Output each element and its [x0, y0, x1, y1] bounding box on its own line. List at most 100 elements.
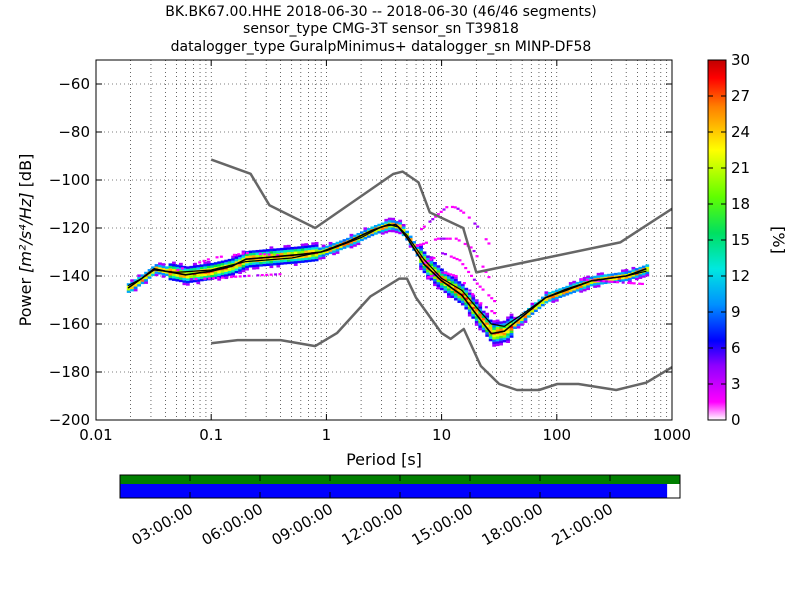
colorbar-tick-label: 3 [731, 375, 741, 393]
psd-cell [318, 254, 322, 258]
psd-cell [220, 262, 225, 266]
psd-cell [384, 226, 389, 229]
psd-cell [227, 270, 232, 274]
psd-cell [453, 293, 458, 296]
psd-cell [499, 321, 503, 324]
psd-cell [276, 248, 281, 251]
psd-cell [293, 263, 298, 266]
x-tick-label: 0.01 [79, 426, 112, 444]
psd-cell [144, 276, 148, 280]
psd-cell [627, 281, 631, 285]
psd-cell [506, 318, 510, 322]
psd-cell [450, 205, 454, 209]
psd-cell [464, 297, 469, 300]
psd-cell [607, 276, 611, 279]
psd-cell [272, 248, 277, 251]
psd-cell [534, 307, 538, 310]
psd-cell [224, 262, 229, 265]
psd-cell [614, 272, 618, 276]
psd-cell [241, 264, 246, 268]
psd-cell [540, 303, 545, 307]
psd-cell [561, 291, 566, 295]
psd-cell [304, 245, 309, 249]
psd-cell [474, 316, 479, 319]
psd-cell [290, 258, 295, 262]
psd-cell [433, 261, 437, 265]
psd-cell [580, 278, 584, 281]
psd-cell [419, 255, 423, 259]
psd-cell [182, 265, 187, 269]
psd-cell [617, 274, 622, 278]
y-tick-label: −60 [58, 75, 90, 93]
psd-cell [154, 271, 159, 274]
psd-cell [440, 287, 444, 291]
time-tick-label: 06:00:00 [199, 500, 266, 549]
psd-cell [458, 259, 462, 262]
psd-cell [238, 266, 242, 270]
psd-cell [502, 335, 507, 338]
psd-cell [476, 225, 480, 228]
psd-cell [286, 244, 291, 248]
psd-cell [436, 237, 440, 240]
psd-cell [227, 268, 232, 272]
psd-cell [429, 275, 433, 278]
psd-cell [318, 249, 322, 253]
psd-cell [126, 283, 131, 286]
psd-cell [602, 280, 606, 283]
psd-cell [452, 256, 456, 259]
axis-ticks: 0.01 0.1 1 10 100 1000 −60 −80 −100 −120 −140 −160 −… [49, 60, 691, 444]
psd-cell [453, 278, 458, 282]
psd-cell [471, 304, 476, 307]
psd-cell [434, 215, 438, 218]
y-tick-label: −100 [49, 171, 90, 189]
psd-cell [206, 258, 210, 261]
psd-cell [415, 251, 420, 254]
psd-cell [182, 268, 187, 271]
psd-cell [495, 321, 500, 325]
psd-cell [440, 285, 444, 288]
psd-cell [175, 267, 180, 270]
psd-cell [172, 263, 176, 267]
psd-cell [428, 220, 432, 223]
psd-cell [185, 275, 190, 279]
psd-cell [206, 268, 211, 271]
psd-cell [593, 285, 597, 288]
psd-cell [210, 265, 215, 268]
psd-cell [283, 245, 288, 248]
psd-cell [582, 288, 587, 292]
psd-cell [353, 244, 357, 247]
psd-cell [610, 273, 615, 276]
psd-cell [621, 271, 625, 275]
psd-cell [464, 290, 469, 293]
psd-cell [245, 252, 249, 255]
psd-cell [471, 313, 476, 317]
psd-cell [311, 244, 316, 248]
psd-cell [449, 255, 453, 258]
psd-cell [231, 274, 235, 278]
psd-cell [516, 323, 521, 327]
psd-cell [297, 260, 302, 264]
psd-cell [147, 276, 152, 279]
psd-cell [481, 325, 486, 328]
psd-cell [182, 277, 187, 281]
psd-cell [537, 306, 542, 310]
psd-cell [422, 265, 427, 269]
psd-cell [245, 263, 249, 266]
psd-cell [610, 278, 615, 281]
psd-cell [259, 254, 263, 257]
psd-cell [474, 299, 479, 302]
psd-cell [471, 293, 475, 296]
psd-cell [206, 265, 211, 269]
psd-cell [499, 333, 503, 336]
psd-cell [241, 257, 246, 261]
psd-cell [506, 338, 510, 341]
psd-cell [269, 246, 274, 249]
psd-cell [238, 259, 242, 262]
psd-cell [433, 238, 437, 241]
psd-cell [318, 252, 322, 255]
plot-background [96, 60, 672, 420]
psd-cell [459, 209, 463, 212]
psd-cell [290, 246, 295, 250]
psd-cell [137, 284, 142, 287]
